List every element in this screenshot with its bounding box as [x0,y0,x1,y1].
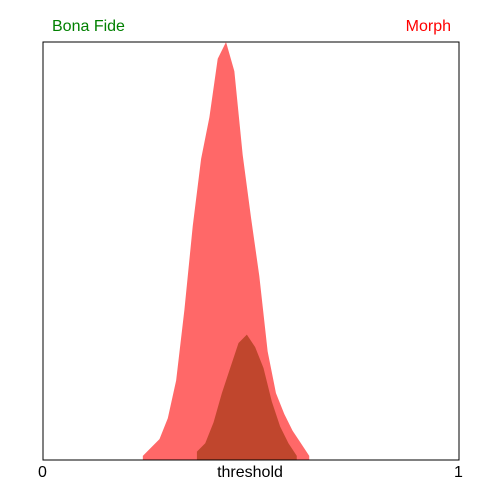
series-area-bona-fide [196,334,297,460]
x-tick-label-0: 0 [38,464,47,481]
legend-morph: Morph [405,18,451,35]
legend-bona-fide: Bona Fide [52,18,125,35]
series-layer [142,42,310,460]
series-area-morph [142,42,310,460]
x-axis-label: threshold [217,464,283,481]
x-tick-label-1: 1 [454,464,463,481]
